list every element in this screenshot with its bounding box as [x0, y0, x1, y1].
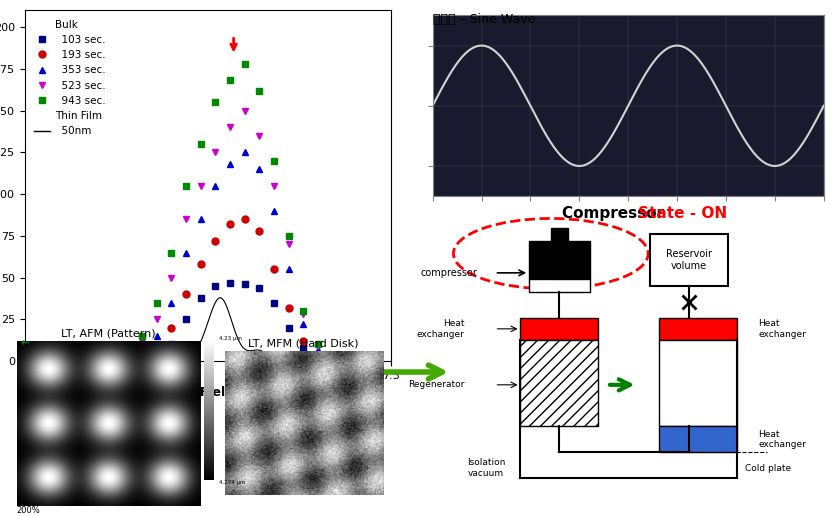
Text: Compressor: Compressor — [562, 206, 669, 221]
Bar — [521, 318, 598, 340]
Text: Cold plate: Cold plate — [745, 463, 791, 473]
Text: Heat
exchanger: Heat exchanger — [759, 319, 806, 338]
Bar — [529, 241, 590, 279]
Title: LT, MFM (Hard Disk): LT, MFM (Hard Disk) — [249, 338, 359, 349]
X-axis label: Magnetic Field (Tesla): Magnetic Field (Tesla) — [131, 386, 285, 399]
Bar — [659, 318, 737, 340]
Text: Isolation
vacuum: Isolation vacuum — [467, 458, 505, 478]
Text: compressor: compressor — [420, 268, 478, 278]
Text: 4.274 μm: 4.274 μm — [219, 480, 245, 485]
Text: 200%: 200% — [17, 506, 41, 515]
Bar — [521, 340, 598, 426]
Bar — [551, 228, 568, 241]
Bar — [529, 279, 590, 292]
Text: ←: ← — [21, 337, 30, 348]
Bar — [659, 340, 737, 426]
Text: Reservoir
volume: Reservoir volume — [666, 249, 712, 271]
Title: LT, AFM (Pattern): LT, AFM (Pattern) — [61, 328, 156, 338]
Text: State - ON: State - ON — [638, 206, 727, 221]
Text: 4.23 μm: 4.23 μm — [219, 335, 242, 341]
Text: 방신호 – Sine Wave: 방신호 – Sine Wave — [433, 13, 535, 26]
Bar — [659, 426, 737, 452]
Legend: Bulk,   103 sec.,   193 sec.,   353 sec.,   523 sec.,   943 sec., Thin Film,   5: Bulk, 103 sec., 193 sec., 353 sec., 523 … — [30, 15, 110, 140]
Text: Heat
exchanger: Heat exchanger — [759, 429, 806, 449]
Text: Regenerator: Regenerator — [408, 380, 464, 390]
Text: Heat
exchanger: Heat exchanger — [416, 319, 464, 338]
Bar — [651, 234, 728, 286]
